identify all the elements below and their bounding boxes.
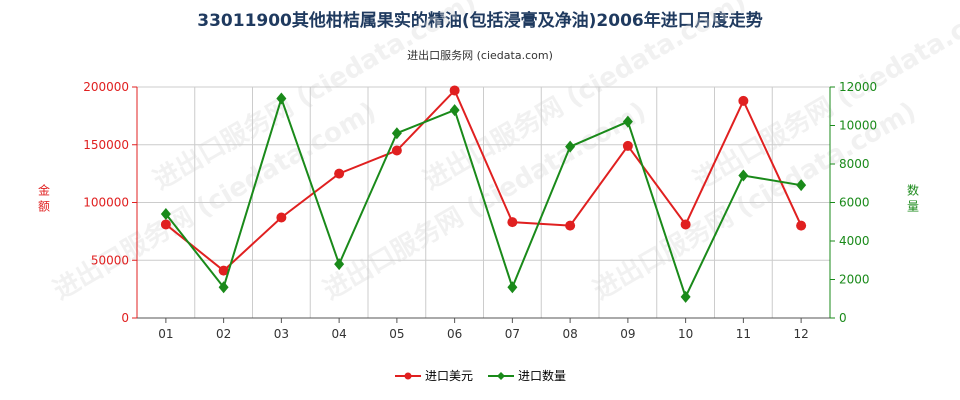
series-1-point: [565, 220, 576, 231]
series-2-point: [160, 208, 171, 221]
series-2-point: [738, 169, 749, 182]
legend-label-2: 进口数量: [518, 368, 566, 383]
series-2-point: [680, 290, 691, 303]
y-right-tick-label: 6000: [839, 196, 870, 210]
axes-layer: 0 50000 100000 150000 200000 0 2000 4000 6000 800…: [38, 80, 919, 341]
series-1-point: [622, 140, 633, 151]
y-right-tick-label: 10000: [839, 119, 877, 133]
x-tick-label: 09: [620, 327, 635, 341]
series-1-point: [680, 219, 691, 230]
series-2-point: [565, 140, 576, 153]
series-line-1: [165, 88, 803, 272]
x-tick-label: 05: [389, 327, 404, 341]
y-right-axis-title: 量: [907, 200, 919, 214]
legend-marker-1: [404, 372, 412, 380]
legend: 进口美元 进口数量: [395, 368, 566, 383]
series-1-point: [507, 217, 518, 228]
series-2-point: [507, 281, 518, 294]
series-2-point: [334, 258, 345, 271]
y-right-tick-label: 12000: [839, 80, 877, 94]
x-tick-label: 06: [447, 327, 462, 341]
series-1-point: [449, 85, 460, 96]
y-left-tick-label: 150000: [83, 138, 129, 152]
x-tick-label: 01: [158, 327, 173, 341]
series-1-point: [738, 95, 749, 106]
x-tick-label: 11: [736, 327, 751, 341]
series-2-point: [449, 104, 460, 117]
series-2-point: [796, 179, 807, 192]
x-tick-label: 03: [274, 327, 289, 341]
x-tick-label: 12: [793, 327, 808, 341]
x-tick-label: 02: [216, 327, 231, 341]
x-tick-label: 10: [678, 327, 693, 341]
legend-marker-2: [497, 372, 505, 380]
y-left-tick-label: 200000: [83, 80, 129, 94]
x-tick-label: 08: [562, 327, 577, 341]
y-left-axis-title: 金: [38, 183, 50, 198]
y-right-tick-label: 0: [839, 311, 847, 325]
series-1-point: [218, 265, 229, 276]
legend-label-1: 进口美元: [425, 369, 473, 383]
y-left-tick-label: 0: [121, 311, 129, 325]
series-1-point: [796, 220, 807, 231]
y-right-tick-label: 2000: [839, 273, 870, 287]
series-layer: [160, 85, 807, 303]
x-tick-label: 04: [331, 327, 346, 341]
y-left-axis-title: 额: [38, 200, 50, 214]
series-1-point: [334, 168, 345, 179]
series-2-point: [391, 127, 402, 140]
series-2-point: [622, 115, 633, 128]
series-1-point: [160, 219, 171, 230]
y-right-tick-label: 8000: [839, 157, 870, 171]
x-tick-label: 07: [505, 327, 520, 341]
series-2-point: [276, 92, 287, 105]
y-left-tick-label: 50000: [91, 253, 129, 267]
chart-title: 33011900其他柑桔属果实的精油(包括浸膏及净油)2006年进口月度走势: [197, 11, 763, 31]
y-right-axis-title: 数: [907, 183, 919, 198]
series-1-point: [391, 145, 402, 156]
series-line-2: [165, 95, 802, 300]
series-1-point: [276, 212, 287, 223]
series-2-point: [218, 281, 229, 294]
y-right-tick-label: 4000: [839, 234, 870, 248]
chart-subtitle: 进出口服务网 (ciedata.com): [407, 49, 553, 62]
y-left-tick-label: 100000: [83, 196, 129, 210]
